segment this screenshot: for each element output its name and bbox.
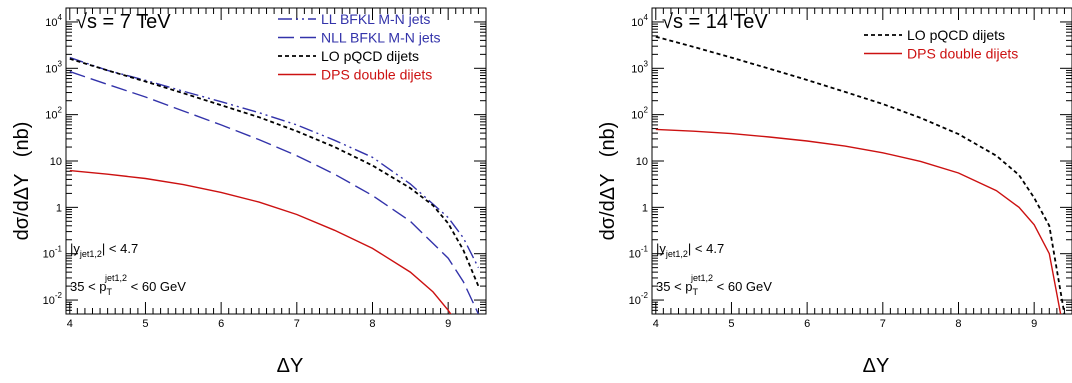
y-tick-label: 102 xyxy=(45,106,62,122)
series-line-lo-pqcd-dijets xyxy=(69,57,480,287)
rapidity-cut-label: |yjet1,2| < 4.7 xyxy=(70,241,138,259)
y-tick-base: 1 xyxy=(642,202,648,214)
y-tick-base: 1 xyxy=(56,202,62,214)
x-tick-label: 7 xyxy=(294,318,300,330)
x-tick-label: 6 xyxy=(218,318,224,330)
y-tick-label: 104 xyxy=(45,13,62,29)
legend-label: NLL BFKL M-N jets xyxy=(321,30,441,46)
cut-sub: T xyxy=(107,287,113,297)
x-axis-title: ΔY xyxy=(277,355,304,377)
cut-sub: T xyxy=(693,287,699,297)
y-tick-exponent: -2 xyxy=(641,291,649,300)
legend-label: LO pQCD dijets xyxy=(907,27,1005,43)
y-tick-exponent: -1 xyxy=(55,245,63,254)
x-tick-label: 7 xyxy=(880,318,886,330)
cut-sub: jet1,2 xyxy=(79,249,102,259)
y-tick-base: 10 xyxy=(636,156,648,168)
pt-cut-label: 35 < pTjet1,2 < 60 GeV xyxy=(656,273,772,297)
cut-sub: jet1,2 xyxy=(665,249,688,259)
cut-lhs: |y xyxy=(656,241,666,256)
cut-lhs: 35 < p xyxy=(656,279,693,294)
x-tick-label: 5 xyxy=(142,318,148,330)
y-tick-label: 104 xyxy=(631,13,648,29)
cut-rhs: | < 4.7 xyxy=(102,241,138,256)
cut-rhs: < 60 GeV xyxy=(127,279,186,294)
y-tick-base: 10 xyxy=(631,63,643,75)
y-tick-base: 10 xyxy=(631,17,643,29)
y-tick-label: 10-1 xyxy=(43,245,63,261)
series-lines xyxy=(655,35,1066,314)
series-line-ll-bfkl-m-n-jets xyxy=(69,56,480,269)
x-tick-label: 5 xyxy=(728,318,734,330)
y-tick-label: 10 xyxy=(636,156,648,168)
cut-lhs: 35 < p xyxy=(70,279,107,294)
y-tick-exponent: -2 xyxy=(55,291,63,300)
legend: LL BFKL M-N jets NLL BFKL M-N jets LO pQCD… xyxy=(278,11,441,83)
x-axis-title: ΔY xyxy=(863,355,890,377)
y-tick-label: 102 xyxy=(631,106,648,122)
y-tick-base: 10 xyxy=(45,17,57,29)
series-line-nll-bfkl-m-n-jets xyxy=(69,70,480,314)
y-tick-base: 10 xyxy=(629,249,641,261)
legend-label: LO pQCD dijets xyxy=(321,48,419,64)
y-axis-title: dσ/dΔY (nb) xyxy=(11,122,33,241)
legend-label: DPS double dijets xyxy=(907,46,1018,62)
y-tick-base: 10 xyxy=(45,110,57,122)
y-tick-exponent: 4 xyxy=(58,13,63,22)
y-tick-label: 10-2 xyxy=(629,291,649,307)
y-tick-base: 10 xyxy=(45,63,57,75)
y-tick-exponent: 4 xyxy=(644,13,649,22)
cut-rhs: | < 4.7 xyxy=(688,241,724,256)
plot-frame xyxy=(65,7,487,315)
x-tick-label: 8 xyxy=(955,318,961,330)
x-tick-label: 9 xyxy=(445,318,451,330)
x-tick-label: 6 xyxy=(804,318,810,330)
cut-sup: jet1,2 xyxy=(104,273,127,283)
y-tick-label: 1 xyxy=(642,202,648,214)
rapidity-cut-label: |yjet1,2| < 4.7 xyxy=(656,241,724,259)
x-tick-label: 4 xyxy=(653,318,659,330)
y-tick-base: 10 xyxy=(43,249,55,261)
legend-label: LL BFKL M-N jets xyxy=(321,11,430,27)
legend-label: DPS double dijets xyxy=(321,67,432,83)
energy-label: √s = 14 TeV xyxy=(662,11,768,33)
y-tick-exponent: 3 xyxy=(644,59,649,68)
y-tick-label: 10 xyxy=(50,156,62,168)
series-line-dps-double-dijets xyxy=(69,169,452,314)
cut-lhs: |y xyxy=(70,241,80,256)
x-tick-label: 8 xyxy=(369,318,375,330)
y-tick-base: 10 xyxy=(50,156,62,168)
x-tick-label: 9 xyxy=(1031,318,1037,330)
cut-sup: jet1,2 xyxy=(690,273,713,283)
y-tick-label: 103 xyxy=(631,59,648,75)
y-tick-base: 10 xyxy=(631,110,643,122)
pt-cut-label: 35 < pTjet1,2 < 60 GeV xyxy=(70,273,186,297)
y-tick-exponent: 3 xyxy=(58,59,63,68)
y-tick-base: 10 xyxy=(629,295,641,307)
y-axis-title: dσ/dΔY (nb) xyxy=(597,122,619,241)
legend: LO pQCD dijets DPS double dijets xyxy=(864,27,1018,62)
energy-label: √s = 7 TeV xyxy=(76,11,171,33)
y-tick-exponent: -1 xyxy=(641,245,649,254)
cut-rhs: < 60 GeV xyxy=(713,279,772,294)
y-tick-label: 10-1 xyxy=(629,245,649,261)
series-lines xyxy=(69,56,480,314)
x-tick-label: 4 xyxy=(67,318,73,330)
y-tick-label: 103 xyxy=(45,59,62,75)
series-line-dps-double-dijets xyxy=(655,128,1062,314)
y-tick-label: 1 xyxy=(56,202,62,214)
y-tick-exponent: 2 xyxy=(58,106,63,115)
series-line-lo-pqcd-dijets xyxy=(655,35,1066,314)
y-tick-exponent: 2 xyxy=(644,106,649,115)
y-tick-base: 10 xyxy=(43,295,55,307)
y-tick-label: 10-2 xyxy=(43,291,63,307)
